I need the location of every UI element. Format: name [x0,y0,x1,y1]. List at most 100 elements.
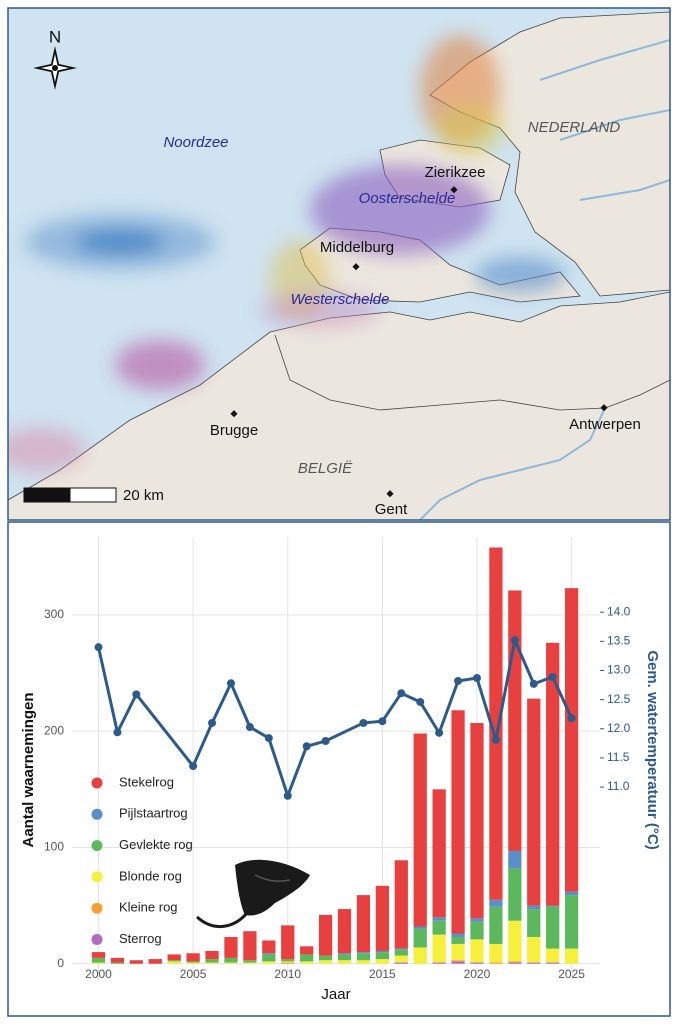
bar-segment [564,948,579,964]
bar-segment [527,962,541,964]
bar-segment [527,909,541,937]
bar-segment [527,936,541,963]
temperature-point [510,636,519,645]
bar-segment [356,895,371,953]
temperature-point [359,718,368,727]
city-marker [230,410,238,418]
x-tick-label: 2020 [464,967,491,981]
x-tick-label: 2025 [558,967,585,981]
y2-tick-label: 12.0 [607,721,631,735]
x-axis-title: Jaar [321,986,350,1003]
country-label: NEDERLAND [528,119,621,136]
y-tick-label: 100 [44,840,64,854]
north-label: N [49,27,61,46]
water-label: Oosterschelde [359,190,456,207]
bar-segment [489,962,503,964]
country-label: BELGIË [298,460,353,477]
bar-segment [337,953,352,955]
temperature-point [435,728,444,737]
temperature-point [378,717,387,726]
bar-segment [564,588,579,892]
bar-segment [243,960,257,963]
bar-segment [413,947,427,964]
y-tick-label: 300 [44,607,64,621]
bar-segment [281,925,295,960]
x-tick-label: 2000 [85,967,112,981]
city-marker [450,186,458,194]
bar-segment [470,918,484,922]
bar-segment [224,936,238,958]
legend-swatch [91,902,103,914]
y2-tick-label: 13.5 [607,634,631,648]
y-tick-label: 200 [44,723,64,737]
bar-segment [527,698,541,906]
temperature-point [226,679,235,688]
bar-segment [110,962,125,964]
temperature-point [529,679,538,688]
heat-blobs [8,35,565,472]
bar-segment [489,547,503,900]
bar-segment [337,909,352,954]
bar-segment [167,960,181,962]
bar-segment [470,921,484,940]
scale-bar [23,487,117,503]
bar-segment [489,943,503,963]
bar-segment [527,905,541,910]
legend-swatch [91,808,103,820]
bar-segment [451,961,465,964]
y2-tick-label: 11.0 [607,779,630,793]
bar-segment [546,962,560,964]
bar-segment [356,952,371,954]
bar-segment [186,962,200,964]
bar-segment [413,928,427,948]
bar-segment [470,723,484,919]
bar-segment [432,789,446,918]
compass [33,46,77,90]
bar-segment [451,933,465,937]
bar-segment [508,961,522,963]
bar-segment [224,957,238,963]
bar-segment [375,959,389,964]
temperature-point [567,714,576,723]
bar-segment [375,950,389,953]
border [274,334,670,411]
legend-swatch [91,840,103,852]
bar-segment [432,920,446,935]
bar-segment [281,961,295,963]
legend-swatch [91,934,103,945]
bar-segment [262,953,276,955]
bar-segment [281,962,295,964]
bar-segment [356,960,371,964]
bar-segment [489,899,503,907]
bar-segment [508,920,522,962]
bar-segment [318,914,333,956]
temperature-point [208,718,217,727]
temperature-point [397,689,406,698]
bar-segment [489,906,503,944]
water-label: Westerschelde [291,291,390,308]
bar-segment [470,962,484,964]
bar-segment [564,891,579,896]
x-tick-label: 2015 [369,967,396,981]
bar-segment [432,917,446,921]
bar-segment [432,962,446,964]
bar-segment [394,949,408,956]
temperature-point [189,762,198,771]
city-label: Brugge [210,422,258,439]
temperature-point [321,737,330,746]
temperature-point [472,674,481,683]
bar-segment [546,948,560,963]
bar-segment [262,961,276,964]
legend-label: Gevlekte rog [119,837,193,852]
y2-tick-label: 14.0 [607,604,631,618]
bar-segment [91,962,106,964]
bar-segment [205,959,219,963]
map-frame [7,7,671,521]
bar-segment [546,905,560,907]
city-label: Antwerpen [569,416,641,433]
bar-segment [451,936,465,944]
bar-segment [148,959,162,964]
bar-segment [564,895,579,949]
bar-segment [318,955,333,961]
bar-segment [546,642,560,906]
